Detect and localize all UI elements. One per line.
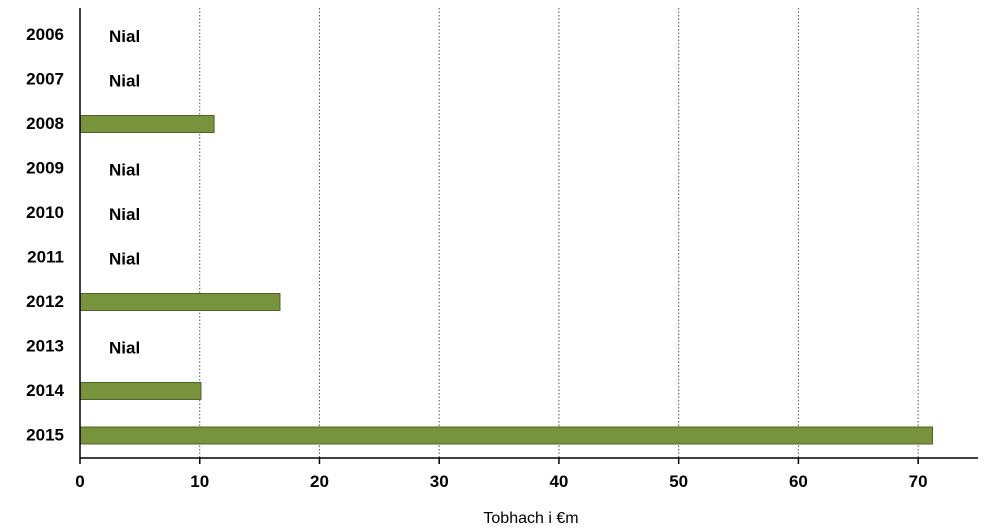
category-label-2009: 2009: [26, 159, 64, 178]
x-tick-label-30: 30: [430, 472, 449, 491]
category-labels: 2006 2007 2008 2009 2010 2011 2012 2013 2014 2015: [26, 25, 64, 445]
gridlines: [199, 8, 919, 458]
nil-label-2006: Nial: [109, 27, 140, 46]
bar-2008: [79, 115, 215, 133]
bar-2012: [79, 293, 281, 311]
x-tick-label-60: 60: [789, 472, 808, 491]
nil-label-2010: Nial: [109, 205, 140, 224]
nil-label-2007: Nial: [109, 72, 140, 91]
category-label-2012: 2012: [26, 292, 64, 311]
x-tick-label-70: 70: [909, 472, 928, 491]
x-tick-label-0: 0: [75, 472, 84, 491]
category-label-2013: 2013: [26, 337, 64, 356]
x-tick-label-10: 10: [190, 472, 209, 491]
x-tick-label-40: 40: [549, 472, 568, 491]
bar-2014: [79, 382, 202, 400]
category-label-2008: 2008: [26, 114, 64, 133]
category-label-2006: 2006: [26, 25, 64, 44]
category-label-2015: 2015: [26, 426, 64, 445]
x-tick-label-50: 50: [669, 472, 688, 491]
category-label-2007: 2007: [26, 70, 64, 89]
x-axis-title: Tobhach i €m: [483, 510, 578, 527]
bar-2015: [79, 426, 934, 445]
category-label-2011: 2011: [27, 248, 64, 267]
category-label-2014: 2014: [26, 381, 64, 400]
nil-label-2013: Nial: [109, 339, 140, 358]
bars: Nial Nial Nial Nial Nial Nial: [79, 27, 934, 445]
nil-label-2011: Nial: [109, 250, 140, 269]
x-tick-label-20: 20: [310, 472, 329, 491]
nil-label-2009: Nial: [109, 161, 140, 180]
x-axis: 0 10 20 30 40 50 60 70: [75, 8, 978, 491]
category-label-2010: 2010: [26, 203, 64, 222]
